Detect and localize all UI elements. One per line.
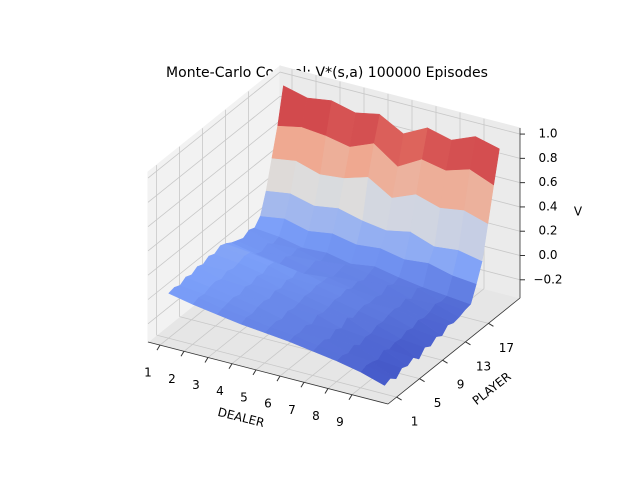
y-tick [396, 396, 402, 401]
z-axis-label: V [574, 205, 583, 219]
x-tick-label: 3 [192, 378, 200, 392]
x-tick [252, 369, 257, 376]
x-tick [324, 388, 329, 394]
y-tick [488, 322, 494, 327]
x-tick [156, 344, 161, 351]
axis-line [147, 341, 389, 405]
z-tick-label: 0.2 [538, 224, 557, 238]
y-tick-label: 9 [457, 378, 465, 392]
z-tick-label: 1.0 [538, 127, 557, 141]
z-tick-label: 0.6 [538, 175, 557, 189]
grid-line [156, 334, 397, 398]
grid-line [147, 71, 281, 179]
grid-line [147, 120, 281, 227]
z-tick-label: −0.2 [533, 272, 562, 286]
grid-line [147, 96, 281, 203]
x-tick-label: 5 [240, 390, 248, 404]
x-tick [180, 351, 185, 357]
grid-line [147, 193, 281, 300]
x-tick-label: 7 [288, 403, 296, 417]
z-tick-label: 0.4 [538, 199, 557, 213]
grid-line [147, 168, 281, 276]
y-axis-label: PLAYER [470, 369, 514, 408]
grid-line [147, 144, 281, 252]
x-tick [300, 382, 305, 388]
x-tick-label: 9 [336, 415, 344, 429]
y-tick [442, 359, 448, 364]
x-tick [228, 363, 233, 369]
axis-line [387, 297, 521, 405]
x-tick-label: 4 [216, 384, 224, 398]
grid-line [279, 71, 521, 135]
y-tick-label: 1 [411, 415, 419, 429]
y-tick [419, 378, 425, 383]
chart-title: Monte-Carlo Control: V*(s,a) 100000 Epis… [166, 65, 488, 81]
z-tick-label: 0.8 [538, 151, 557, 165]
x-tick-label: 6 [264, 397, 272, 411]
y-tick [465, 341, 471, 346]
x-axis-label: DEALER [216, 405, 266, 430]
y-tick-label: 17 [499, 341, 514, 355]
z-tick-label: 0.0 [538, 248, 557, 262]
x-tick [276, 375, 281, 382]
surface-patch [277, 85, 308, 128]
y-tick-label: 5 [434, 396, 442, 410]
x-tick-label: 1 [144, 366, 152, 380]
x-tick-label: 2 [168, 372, 176, 386]
x-tick [348, 394, 353, 400]
x-tick [204, 357, 209, 363]
y-tick-label: 13 [476, 359, 491, 373]
x-tick-label: 8 [312, 409, 320, 423]
